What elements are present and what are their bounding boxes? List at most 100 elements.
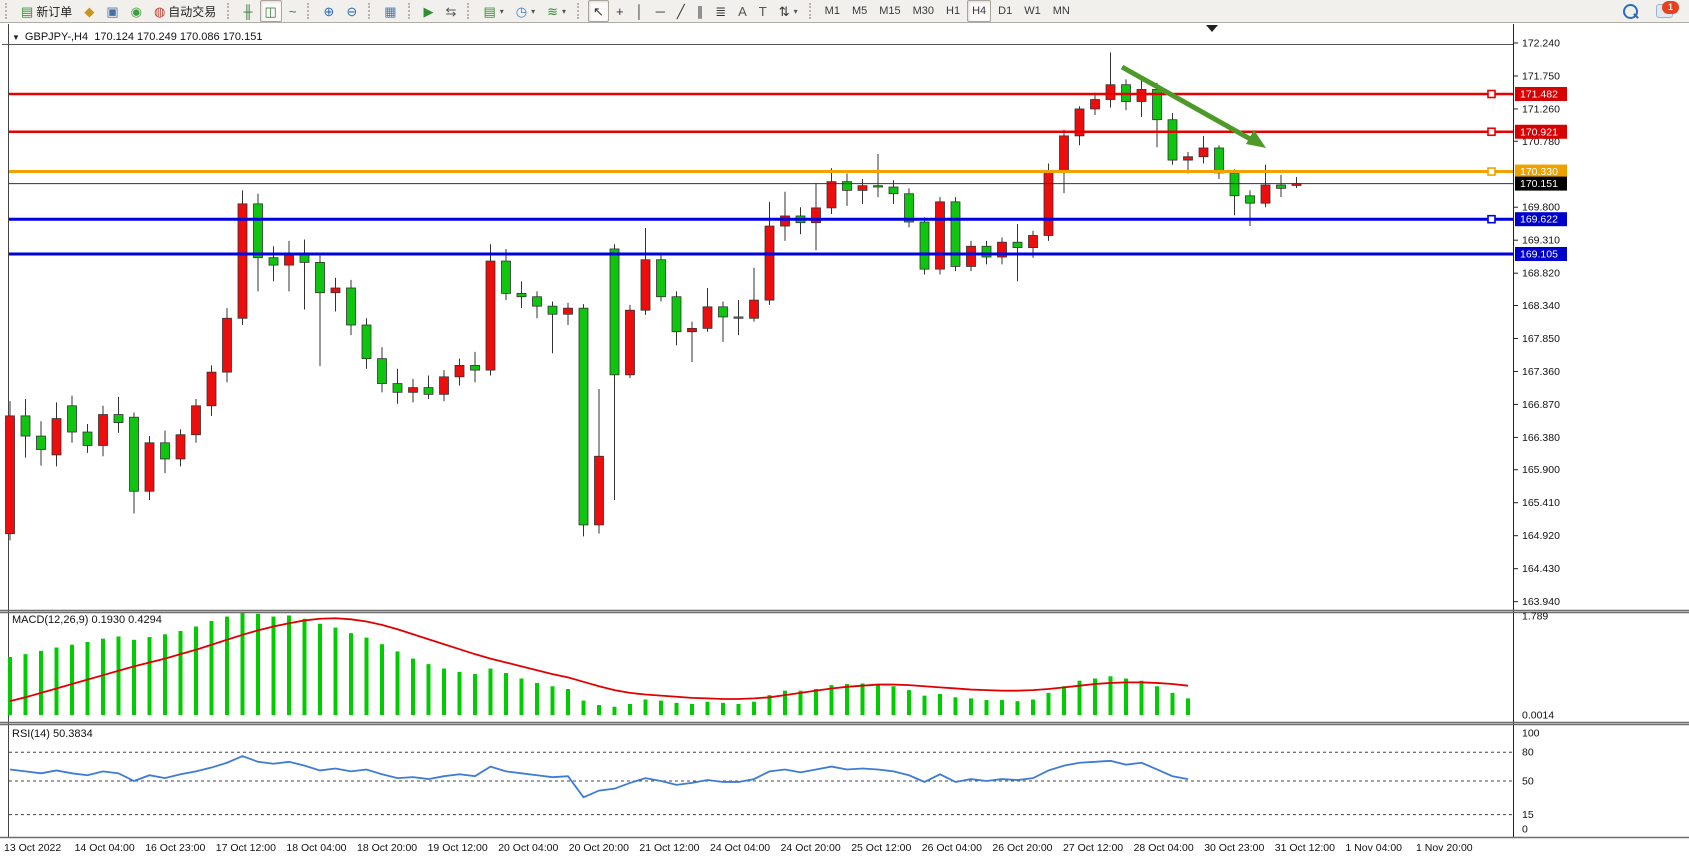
time-axis: 13 Oct 2022 14 Oct 04:00 16 Oct 23:00 17 Oc… [4,842,1473,854]
price-tick-label: 166.870 [1522,399,1560,411]
macd-histogram-bar [178,630,183,715]
tf-m5[interactable]: M5 [847,0,872,22]
toolbar-grip [307,3,314,19]
time-axis-label: 17 Oct 12:00 [216,842,276,854]
horizontal-line-button[interactable]: ─ [651,0,670,22]
arrows-button-dropdown-icon[interactable]: ▾ [793,6,798,16]
tf-m15-icon: M15 [879,4,901,17]
line-handle[interactable] [1487,127,1496,137]
text-button-icon: A [738,3,747,19]
macd-histogram-bar [566,689,570,715]
autotrading-button[interactable]: ◍ 自动交易 [149,0,221,22]
notifications-icon[interactable]: 1 [1656,1,1679,18]
tf-h1-icon: H1 [946,4,961,17]
chart-area: 172.240 171.750 171.260 170.780 169.800 169.3… [0,22,1689,858]
candle-body [392,383,403,393]
chart-canvas[interactable]: 172.240171.750171.260170.780169.800169.3… [0,22,1689,858]
macd-histogram-bar [550,686,555,715]
macd-histogram-bar [488,668,493,715]
horizontal-line-button-icon: ─ [655,3,665,19]
toolbar-grip [5,3,12,19]
periods-button-dropdown-icon[interactable]: ▾ [531,6,536,16]
bar-chart-button[interactable]: ╫ [238,0,257,22]
line-handle[interactable] [1487,214,1496,224]
bar-chart-button-icon: ╫ [243,3,253,19]
macd-histogram-bar [364,637,369,715]
time-axis-label: 21 Oct 12:00 [639,842,699,854]
tf-d1-icon: D1 [998,4,1013,17]
macd-histogram-bar [147,637,152,715]
crosshair-button[interactable]: + [611,0,629,22]
candle-body [981,245,992,258]
metaeditor-button[interactable]: ▣ [101,0,123,22]
macd-histogram-bar [225,616,229,715]
tf-d1[interactable]: D1 [993,0,1017,22]
candles [5,52,1302,541]
macd-histogram-bar [876,684,880,715]
candle-body [160,442,170,460]
arrows-button-icon: ⇅ [778,3,790,19]
tf-m30[interactable]: M30 [908,0,939,22]
candle-body [501,260,511,294]
text-label-button[interactable]: T [754,0,772,22]
indicators-button-dropdown-icon[interactable]: ▾ [562,6,567,16]
line-handle[interactable] [1487,167,1496,176]
price-badge-value: 169.105 [1520,248,1558,260]
new-chart-button[interactable]: ▤ ▾ [478,0,508,22]
periods-button[interactable]: ◷ ▾ [511,0,540,22]
tf-m15[interactable]: M15 [874,0,905,22]
price-badge-value: 170.921 [1520,126,1558,138]
candle-body [625,309,635,376]
macd-histogram-bar [442,668,446,715]
toolbar-grip [227,3,234,19]
vertical-line-button-icon: │ [635,3,644,19]
tf-h4-icon: H4 [972,4,987,17]
new-order-button[interactable]: ▤ 新订单 [16,0,77,22]
candle-body [935,201,945,270]
macd-histogram-bar [721,702,725,715]
new-chart-button-icon: ▤ [483,3,496,19]
metaviewer-button[interactable]: ◆ [79,0,99,22]
signals-button[interactable]: ◉ [126,0,147,22]
candle-body [1229,172,1240,197]
zoom-in-button[interactable]: ⊕ [318,0,339,22]
tf-h1[interactable]: H1 [941,0,965,22]
chevron-down-icon[interactable]: ▼ [12,33,20,42]
fibonacci-button[interactable]: ≣ [710,0,731,22]
tf-m1[interactable]: M1 [820,0,845,22]
trend-arrow-line[interactable] [1120,64,1254,143]
zoom-out-button[interactable]: ⊖ [341,0,362,22]
trendline-button[interactable]: ╱ [672,0,690,22]
macd-histogram-bar [1031,699,1035,715]
time-axis-label: 27 Oct 12:00 [1063,842,1123,854]
trend-arrow-annotation[interactable] [1120,64,1266,148]
macd-histogram-bar [1170,692,1175,715]
text-button[interactable]: A [733,0,752,22]
cursor-button[interactable]: ↖ [588,0,609,22]
auto-scroll-button[interactable]: ▶ [419,0,439,22]
new-chart-button-dropdown-icon[interactable]: ▾ [499,6,504,16]
indicators-button[interactable]: ≋ ▾ [542,0,571,22]
search-icon[interactable] [1623,3,1638,19]
arrows-button[interactable]: ⇅ ▾ [774,0,803,22]
candlestick-chart-button[interactable]: ◫ [259,0,282,22]
line-chart-button[interactable]: ~ [284,0,302,22]
candle-body [454,364,465,378]
rsi-axis-label: 100 [1522,728,1540,740]
macd-histogram-bar [814,689,818,715]
symbol-title: GBPJPY-,H4 [24,31,89,43]
macd-histogram-bar [612,706,617,715]
candle-body [1105,84,1116,100]
tf-w1[interactable]: W1 [1019,0,1046,22]
candle-body [5,415,15,535]
tile-windows-button[interactable]: ▦ [379,0,401,22]
vertical-line-button[interactable]: │ [631,0,649,22]
price-tick-label: 166.380 [1522,432,1560,444]
macd-histogram-bar [783,690,787,715]
macd-histogram-bar [798,690,803,715]
equidistant-channel-button[interactable]: ∥ [692,0,709,22]
tf-mn[interactable]: MN [1048,0,1075,22]
chart-shift-button[interactable]: ⇆ [441,0,462,22]
line-handle[interactable] [1487,89,1496,99]
tf-h4[interactable]: H4 [967,0,992,22]
